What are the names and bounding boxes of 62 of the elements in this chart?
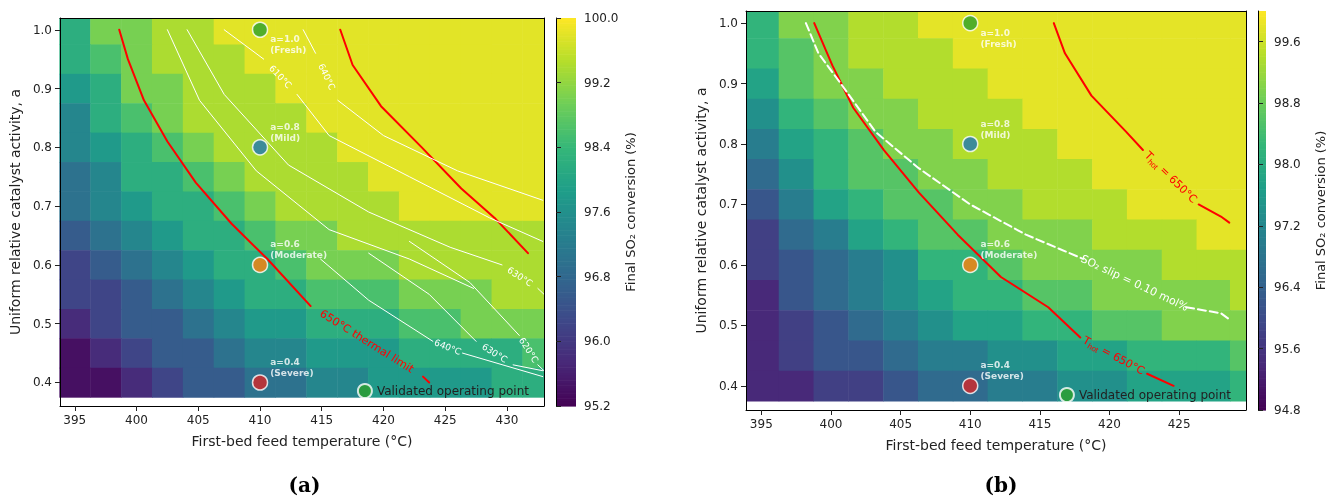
x-tick-label: 415 (1028, 417, 1052, 431)
x-tick-label: 430 (495, 413, 519, 427)
y-tick-label: 0.5 (718, 318, 738, 333)
y-tick-label: 0.7 (32, 199, 52, 214)
x-tick-label: 410 (958, 417, 982, 431)
y-tick-label: 0.8 (32, 140, 52, 155)
data-label: a=0.6 (Moderate) (980, 239, 1038, 261)
color-bar-label: 95.2 (584, 399, 611, 413)
x-tick-label: 410 (248, 413, 272, 427)
x-axis-title: First-bed feed temperature (°C) (885, 437, 1107, 453)
legend-label: Validated operating point (1078, 388, 1232, 402)
y-tick-label: 0.6 (32, 257, 52, 272)
color-bar-label: 96.8 (584, 269, 611, 284)
data-label: a=1.0 (Fresh) (980, 27, 1017, 49)
legend-label: Validated operating point (376, 384, 530, 398)
y-axis-title: Uniform relative catalyst activity, a (7, 88, 23, 336)
x-tick-label: 395 (63, 413, 87, 427)
data-label: a=0.4 (Severe) (980, 360, 1024, 382)
text: (a) (288, 473, 321, 497)
color-bar-label: 98.8 (1274, 96, 1301, 111)
y-tick-label: 0.8 (718, 137, 738, 151)
x-tick-label: 395 (749, 417, 773, 431)
y-tick-label: 0.6 (718, 257, 738, 272)
x-tick-label: 420 (372, 413, 395, 427)
y-tick-label: 0.4 (718, 378, 738, 393)
x-axis-title: First-bed feed temperature (°C) (191, 433, 413, 449)
x-tick-label: 420 (1098, 417, 1121, 431)
data-label: a=1.0 (Fresh) (270, 34, 307, 56)
x-tick-label: 405 (186, 413, 210, 427)
y-tick-label: 1.0 (718, 16, 738, 31)
color-bar-label: 97.6 (584, 205, 611, 219)
color-bar-title: Final SO₂ conversion (%) (623, 132, 638, 292)
color-bar-label: 97.2 (1274, 218, 1301, 233)
color-bar-label: 99.2 (584, 75, 611, 90)
x-tick-label: 425 (433, 413, 457, 427)
color-bar-label: 99.6 (1274, 34, 1301, 49)
x-tick-label: 400 (125, 413, 148, 427)
data-label: a=0.8 (Mild) (980, 118, 1011, 140)
text: (b) (984, 473, 1018, 497)
data-label: a=0.4 (Severe) (270, 356, 314, 378)
x-tick-label: 400 (819, 417, 843, 431)
y-tick-label: 0.9 (718, 76, 738, 91)
y-axis-title: Uniform relative catalyst activity, a (693, 87, 710, 334)
data-label: a=0.6 (Moderate) (270, 239, 328, 261)
color-bar-label: 96.0 (584, 334, 611, 349)
y-tick-label: 1.0 (32, 22, 52, 37)
text: SO₂ slip = 0.10 mol% (1078, 252, 1191, 314)
x-tick-label: 415 (310, 413, 334, 427)
y-tick-label: 0.4 (32, 375, 52, 390)
x-tick-label: 425 (1167, 417, 1191, 431)
color-bar-label: 95.6 (1274, 341, 1301, 356)
color-bar-label: 94.8 (1274, 403, 1301, 417)
color-bar-label: 96.4 (1274, 280, 1301, 295)
data-label: a=0.8 (Mild) (270, 121, 301, 143)
color-bar-label: 100.0 (584, 11, 619, 25)
color-bar-title: Final SO₂ conversion (%) (1313, 130, 1328, 291)
color-bar-label: 98.0 (1274, 157, 1301, 172)
x-tick-label: 405 (889, 417, 913, 431)
y-tick-label: 0.5 (32, 316, 52, 331)
y-tick-label: 0.9 (32, 81, 52, 96)
y-tick-label: 0.7 (718, 197, 738, 212)
color-bar-label: 98.4 (584, 140, 611, 155)
